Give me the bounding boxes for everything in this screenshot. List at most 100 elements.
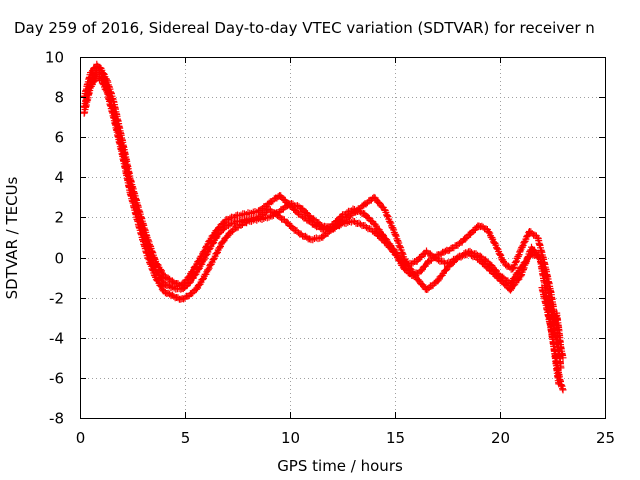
- data-point: [518, 243, 526, 251]
- data-point: [157, 266, 165, 274]
- data-point: [226, 214, 234, 222]
- data-point: [152, 260, 160, 268]
- data-point: [491, 271, 499, 278]
- y-tick-label: -2: [49, 290, 64, 308]
- data-point: [507, 286, 514, 294]
- data-point: [491, 239, 499, 247]
- data-point: [488, 234, 496, 242]
- plot-frame: [80, 57, 606, 419]
- y-axis-label: SDTVAR / TECUs: [3, 176, 21, 299]
- data-point: [559, 386, 567, 394]
- data-point: [459, 252, 466, 260]
- data-point: [102, 86, 110, 94]
- data-point: [265, 213, 273, 221]
- data-point: [206, 262, 214, 270]
- x-tick-label: 10: [281, 429, 300, 447]
- data-point: [288, 223, 296, 230]
- data-point: [202, 244, 210, 252]
- data-point: [204, 266, 212, 274]
- data-points: [80, 60, 567, 394]
- data-point: [434, 277, 442, 285]
- data-point: [209, 256, 217, 264]
- y-tick-label: 10: [45, 49, 64, 67]
- data-point: [396, 243, 404, 251]
- data-point: [192, 285, 200, 293]
- data-point: [435, 256, 442, 264]
- data-point: [386, 218, 394, 226]
- data-point: [520, 239, 528, 247]
- x-axis-label: GPS time / hours: [277, 457, 403, 475]
- data-point: [98, 79, 106, 87]
- data-point: [468, 252, 475, 260]
- data-point: [535, 252, 543, 260]
- data-point: [386, 240, 394, 248]
- series-track-d: [538, 284, 567, 394]
- chart-title: Day 259 of 2016, Sidereal Day-to-day VTE…: [14, 19, 595, 37]
- x-tick-label: 20: [491, 429, 510, 447]
- data-point: [485, 228, 493, 236]
- data-point: [103, 75, 110, 83]
- series-track-a: [80, 66, 565, 372]
- data-point: [242, 211, 250, 218]
- data-point: [316, 234, 324, 242]
- data-point: [213, 249, 221, 257]
- data-point: [212, 250, 220, 258]
- data-point: [152, 276, 160, 284]
- data-point: [253, 216, 261, 224]
- y-tick-label: 2: [54, 209, 64, 227]
- x-tick-label: 5: [181, 429, 191, 447]
- y-tick-label: 0: [54, 250, 64, 268]
- data-point: [410, 270, 418, 278]
- y-tick-label: -4: [49, 330, 64, 348]
- data-point: [371, 220, 379, 228]
- data-point: [158, 285, 166, 293]
- data-point: [383, 212, 391, 220]
- y-tick-label: 4: [54, 169, 64, 187]
- data-point: [414, 276, 422, 284]
- data-point: [363, 223, 370, 231]
- data-point: [157, 282, 165, 290]
- data-point: [226, 220, 234, 228]
- data-point: [194, 257, 202, 265]
- data-point: [523, 233, 531, 241]
- data-point: [495, 250, 503, 258]
- data-point: [216, 244, 224, 252]
- data-point: [463, 251, 471, 259]
- data-point: [524, 253, 532, 261]
- data-point: [409, 259, 417, 267]
- data-point: [509, 265, 517, 273]
- data-point: [223, 233, 231, 241]
- data-point: [441, 267, 449, 274]
- data-point: [514, 252, 522, 260]
- data-point: [179, 280, 187, 288]
- x-tick-label: 25: [596, 429, 615, 447]
- y-tick-label: -8: [49, 410, 64, 428]
- data-point: [512, 258, 520, 266]
- data-point: [189, 268, 196, 276]
- x-tick-label: 15: [386, 429, 405, 447]
- data-point: [200, 248, 208, 256]
- data-point: [318, 222, 325, 230]
- data-point: [559, 354, 567, 362]
- data-point: [493, 244, 500, 252]
- data-point: [476, 256, 484, 264]
- x-tick-label: 0: [76, 429, 86, 447]
- data-point: [88, 68, 95, 76]
- data-point: [509, 264, 517, 272]
- data-point: [523, 232, 531, 240]
- axis-ticks: 0 5 10 15 20 25 -8 -6 -4 -2 0 2 4 6 8 10: [45, 49, 615, 448]
- data-point: [219, 220, 227, 227]
- data-point: [357, 220, 364, 228]
- data-point: [99, 69, 107, 77]
- data-point: [199, 275, 207, 283]
- series-track-e: [544, 298, 567, 362]
- data-point: [99, 70, 107, 78]
- data-point: [378, 230, 386, 238]
- series-track-b: [80, 60, 563, 358]
- data-point: [99, 80, 107, 88]
- data-point: [496, 250, 504, 258]
- data-point: [417, 267, 425, 275]
- data-point: [190, 264, 198, 272]
- y-tick-label: 8: [54, 89, 64, 107]
